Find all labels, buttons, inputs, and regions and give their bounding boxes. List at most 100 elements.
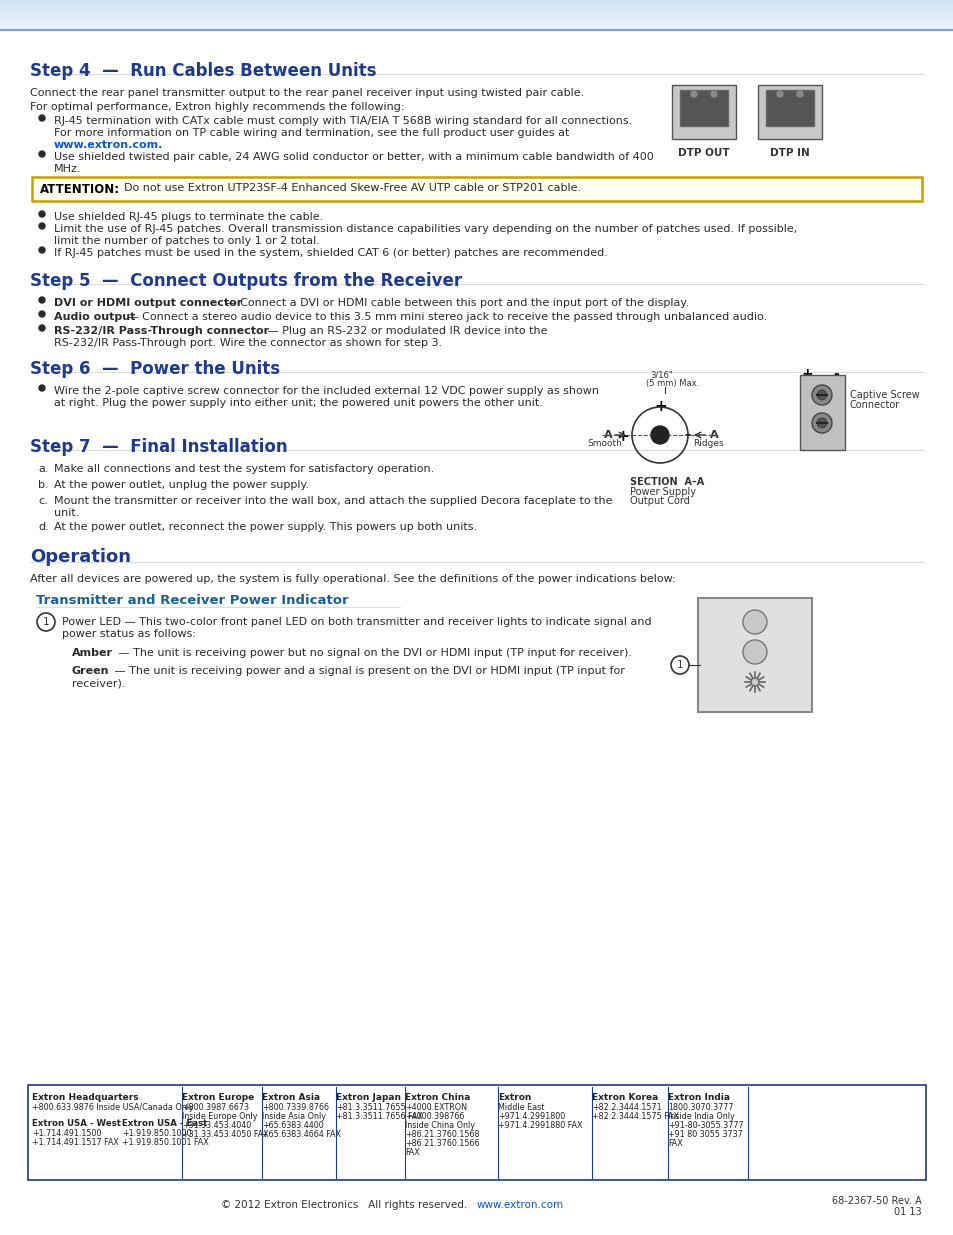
Text: b.: b.	[38, 480, 49, 490]
FancyBboxPatch shape	[698, 598, 811, 713]
FancyBboxPatch shape	[679, 90, 727, 126]
Text: Power Supply: Power Supply	[629, 487, 696, 496]
Text: Step 5  —  Connect Outputs from the Receiver: Step 5 — Connect Outputs from the Receiv…	[30, 272, 461, 290]
Text: www.extron.com: www.extron.com	[476, 1200, 563, 1210]
FancyBboxPatch shape	[800, 375, 844, 450]
Text: Extron USA - West: Extron USA - West	[32, 1119, 121, 1128]
Text: Extron Asia: Extron Asia	[262, 1093, 320, 1102]
Text: +1.919.850.1000: +1.919.850.1000	[122, 1129, 192, 1137]
Text: A: A	[709, 430, 718, 440]
Text: +81.3.3511.7655: +81.3.3511.7655	[335, 1103, 405, 1112]
Text: +1.714.491.1500: +1.714.491.1500	[32, 1129, 101, 1137]
Text: Connector: Connector	[849, 400, 900, 410]
Text: Inside India Only: Inside India Only	[667, 1112, 734, 1121]
Text: +: +	[654, 399, 666, 414]
Text: At the power outlet, unplug the power supply.: At the power outlet, unplug the power su…	[54, 480, 309, 490]
Text: +971.4.2991800: +971.4.2991800	[497, 1112, 565, 1121]
FancyBboxPatch shape	[32, 177, 921, 201]
Circle shape	[39, 325, 45, 331]
FancyBboxPatch shape	[758, 85, 821, 140]
Text: RS-232/IR Pass-Through connector: RS-232/IR Pass-Through connector	[54, 326, 269, 336]
Text: MHz.: MHz.	[54, 164, 81, 174]
Text: +4000.398766: +4000.398766	[405, 1112, 464, 1121]
Text: — Connect a stereo audio device to this 3.5 mm mini stereo jack to receive the p: — Connect a stereo audio device to this …	[124, 312, 766, 322]
Text: Extron India: Extron India	[667, 1093, 729, 1102]
Text: +82.2.3444.1571: +82.2.3444.1571	[592, 1103, 661, 1112]
Text: Inside Europe Only: Inside Europe Only	[182, 1112, 257, 1121]
Text: -: -	[683, 427, 690, 442]
Text: © 2012 Extron Electronics   All rights reserved.: © 2012 Extron Electronics All rights res…	[221, 1200, 476, 1210]
FancyBboxPatch shape	[671, 85, 735, 140]
Text: receiver).: receiver).	[71, 678, 126, 688]
Text: Step 7  —  Final Installation: Step 7 — Final Installation	[30, 438, 287, 456]
Circle shape	[742, 610, 766, 634]
Text: Transmitter and Receiver Power Indicator: Transmitter and Receiver Power Indicator	[36, 594, 348, 606]
Text: +: +	[801, 367, 813, 382]
Circle shape	[710, 91, 717, 98]
Text: c.: c.	[38, 496, 48, 506]
Text: A: A	[603, 430, 612, 440]
Text: Inside Asia Only: Inside Asia Only	[262, 1112, 326, 1121]
Text: Step 4  —  Run Cables Between Units: Step 4 — Run Cables Between Units	[30, 62, 376, 80]
Text: SIG: SIG	[761, 89, 774, 98]
Text: www.extron.com.: www.extron.com.	[54, 140, 163, 149]
Text: ATTENTION:: ATTENTION:	[40, 183, 120, 196]
Text: -: -	[832, 367, 838, 382]
Text: +91-80-3055.3777: +91-80-3055.3777	[667, 1121, 742, 1130]
Text: (5 mm) Max.: (5 mm) Max.	[645, 379, 699, 388]
Text: If RJ-45 patches must be used in the system, shielded CAT 6 (or better) patches : If RJ-45 patches must be used in the sys…	[54, 248, 607, 258]
Text: 1: 1	[676, 659, 682, 671]
Text: +800.3987.6673: +800.3987.6673	[182, 1103, 249, 1112]
Text: Use shielded twisted pair cable, 24 AWG solid conductor or better, with a minimu: Use shielded twisted pair cable, 24 AWG …	[54, 152, 653, 162]
Text: RJ-45 termination with CATx cable must comply with TIA/EIA T 568B wiring standar: RJ-45 termination with CATx cable must c…	[54, 116, 632, 126]
Text: 01 13: 01 13	[893, 1207, 921, 1216]
Circle shape	[811, 385, 831, 405]
Text: +65.6383.4400: +65.6383.4400	[262, 1121, 323, 1130]
Circle shape	[39, 311, 45, 317]
Text: +800.7339.8766: +800.7339.8766	[262, 1103, 329, 1112]
Text: +31.33.453.4040: +31.33.453.4040	[182, 1121, 251, 1130]
Text: Mount the transmitter or receiver into the wall box, and attach the supplied Dec: Mount the transmitter or receiver into t…	[54, 496, 612, 506]
Text: +: +	[616, 429, 628, 445]
Circle shape	[816, 417, 826, 429]
Circle shape	[39, 211, 45, 217]
Text: +4000.EXTRON: +4000.EXTRON	[405, 1103, 467, 1112]
Circle shape	[690, 91, 697, 98]
Text: For optimal performance, Extron highly recommends the following:: For optimal performance, Extron highly r…	[30, 103, 404, 112]
Text: a.: a.	[38, 464, 49, 474]
Text: DTP OUT: DTP OUT	[678, 148, 729, 158]
Text: — Plug an RS-232 or modulated IR device into the: — Plug an RS-232 or modulated IR device …	[264, 326, 547, 336]
Text: Extron Headquarters: Extron Headquarters	[32, 1093, 138, 1102]
Circle shape	[742, 640, 766, 664]
FancyBboxPatch shape	[765, 90, 813, 126]
Text: DTP IN: DTP IN	[769, 148, 809, 158]
Text: Operation: Operation	[30, 548, 131, 566]
Text: +81.3.3511.7656 FAX: +81.3.3511.7656 FAX	[335, 1112, 422, 1121]
Circle shape	[39, 296, 45, 303]
Text: 68-2367-50 Rev. A: 68-2367-50 Rev. A	[831, 1195, 921, 1207]
Text: Extron China: Extron China	[405, 1093, 470, 1102]
Circle shape	[796, 91, 802, 98]
Text: +800.633.9876 Inside USA/Canada Only: +800.633.9876 Inside USA/Canada Only	[32, 1103, 193, 1112]
Text: +86.21.3760.1568: +86.21.3760.1568	[405, 1130, 479, 1139]
Text: +1.714.491.1517 FAX: +1.714.491.1517 FAX	[32, 1137, 119, 1147]
Text: Use shielded RJ-45 plugs to terminate the cable.: Use shielded RJ-45 plugs to terminate th…	[54, 212, 323, 222]
Text: Captive Screw: Captive Screw	[849, 390, 919, 400]
Text: Audio output: Audio output	[54, 312, 135, 322]
Circle shape	[650, 426, 668, 445]
Text: Do not use Extron UTP23SF-4 Enhanced Skew-Free AV UTP cable or STP201 cable.: Do not use Extron UTP23SF-4 Enhanced Ske…	[124, 183, 580, 193]
Circle shape	[750, 678, 759, 685]
Text: Extron Korea: Extron Korea	[592, 1093, 658, 1102]
Text: power status as follows:: power status as follows:	[62, 629, 195, 638]
Circle shape	[39, 151, 45, 157]
Text: Power LED — This two-color front panel LED on both transmitter and receiver ligh: Power LED — This two-color front panel L…	[62, 618, 651, 627]
Text: DVI or HDMI output connector: DVI or HDMI output connector	[54, 298, 242, 308]
Text: +971.4.2991880 FAX: +971.4.2991880 FAX	[497, 1121, 582, 1130]
Text: at right. Plug the power supply into either unit; the powered unit powers the ot: at right. Plug the power supply into eit…	[54, 398, 542, 408]
Text: Output Cord: Output Cord	[629, 496, 689, 506]
Text: After all devices are powered up, the system is fully operational. See the defin: After all devices are powered up, the sy…	[30, 574, 675, 584]
Text: RS-232/IR Pass-Through port. Wire the connector as shown for step 3.: RS-232/IR Pass-Through port. Wire the co…	[54, 338, 441, 348]
Text: Smooth: Smooth	[586, 438, 621, 448]
Text: SECTION  A–A: SECTION A–A	[629, 477, 703, 487]
Text: +1.919.850.1001 FAX: +1.919.850.1001 FAX	[122, 1137, 209, 1147]
